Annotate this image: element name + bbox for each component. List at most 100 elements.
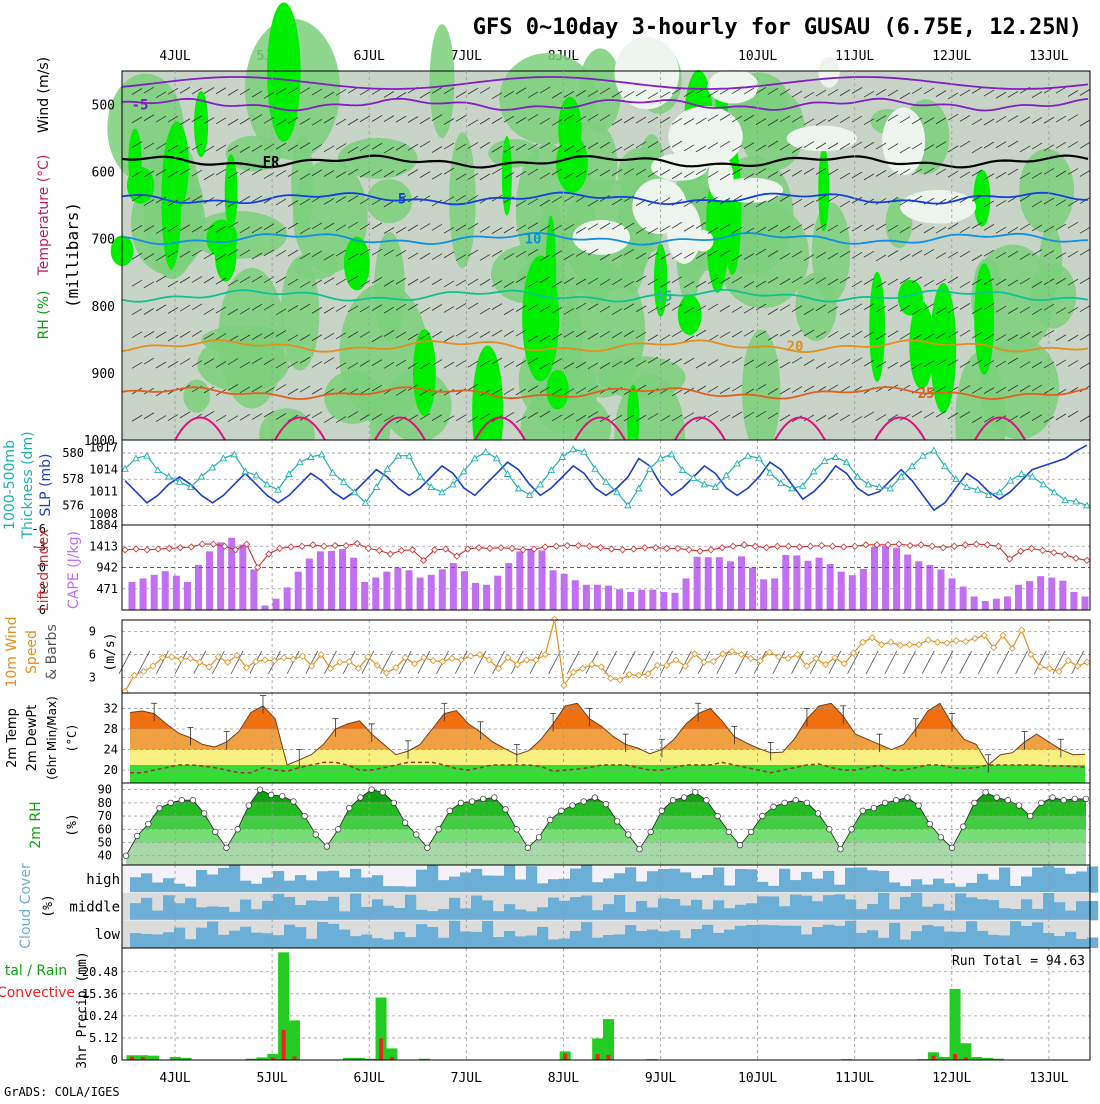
wind-barb [143,86,155,94]
wind-barb [443,335,455,342]
wind-barb [539,86,551,94]
wind-barb [839,143,851,150]
cloud-bar [163,878,175,893]
wind-barb [659,303,671,310]
wind-barb [827,195,839,203]
wind-barb [707,359,719,366]
wind-barb [395,389,407,396]
wind-barb [647,306,659,314]
wind-barb [443,415,455,423]
wind-barb [923,144,935,151]
rh-dry-area [614,37,680,110]
thickness-point [1028,472,1037,480]
wind-speed-point [532,656,540,664]
wind-barb-10m [865,650,879,674]
wind-speed-point [709,657,717,666]
cloud-bar [581,865,593,893]
wind-barb [155,227,167,234]
cloud-bar [999,867,1011,893]
wind-barb [671,358,683,365]
cloud-bar [537,926,549,948]
wind-barb [779,252,791,260]
wind-barb [203,308,215,315]
lifted-index-point [464,545,472,553]
wind-barb [827,142,839,150]
wind-barb [467,302,479,310]
wind-speed-point [513,661,521,669]
wind-barb [983,249,995,257]
rh2m-point [826,826,833,833]
cloud-bar [1065,931,1077,948]
cape-bar [859,568,867,610]
wind-barb [887,304,899,312]
wind-barb [731,357,743,364]
rh-dry-area [668,105,743,168]
cloud-bar [152,934,164,948]
wind-speed-point [560,681,568,689]
cloud-bar [1043,892,1055,921]
panel-label-temp-3: (6hr Min/Max) [45,696,59,780]
wind-barb [707,303,719,311]
wind-barb [851,171,863,179]
wind-barb [419,171,431,178]
wind-barb [635,360,647,367]
wind-barb [575,302,587,310]
wind-barb [827,278,839,286]
wind-barb [155,361,167,369]
wind-speed-point [840,660,848,668]
wind-barb [503,90,515,98]
cloud-bar [306,938,318,948]
cloud-bar [262,877,274,893]
wind-barb [671,221,683,229]
precip-total-bar [960,1043,972,1060]
wind-barb [623,280,635,288]
wind-barb [1055,223,1067,231]
wind-barb [395,331,407,339]
cloud-bar [1021,925,1033,948]
wind-speed-point [448,654,456,662]
wind-barb [1067,306,1079,314]
cloud-bar [669,868,681,893]
cape-bar [150,574,158,610]
wind-barb [527,357,539,365]
wind-barb [203,117,215,124]
cloud-bar [922,884,934,893]
thickness-point [481,447,490,455]
wind-barb [371,276,383,284]
rh2m-point [759,812,766,820]
wind-barb [143,253,155,260]
cloud-bar [592,882,604,893]
wind-barb-10m [212,650,225,674]
wind-barb [935,226,947,234]
wind-barb [659,253,671,261]
wind-barb [443,167,455,175]
cape-bar [527,549,535,610]
rh-mid-area [280,256,320,371]
wind-barb [791,356,803,364]
wind-barb [395,115,407,123]
wind-barb [263,410,275,418]
wind-barb [551,333,563,341]
wind-barb [203,87,215,94]
rh2m-point [948,844,956,851]
cloud-bar [1032,908,1044,921]
wind-barb [1031,361,1043,369]
wind-speed-point [784,654,792,662]
wind-barb [599,305,611,313]
wind-barb [899,304,911,312]
wind-barb-10m [1033,650,1047,674]
wind-barb [911,223,923,231]
lifted-index-point [364,544,372,552]
wind-barb [191,276,203,283]
wind-barb [995,116,1007,123]
cape-bar [593,584,601,610]
rh2m-point [502,806,509,813]
wind-barb [503,281,515,288]
cloud-bar [493,937,505,948]
wind-barb [719,223,731,231]
wind-barb [695,329,707,337]
rh2m-point [301,812,308,820]
wind-barb [419,307,431,314]
wind-barb [239,276,251,284]
cloud-bar [438,909,450,921]
